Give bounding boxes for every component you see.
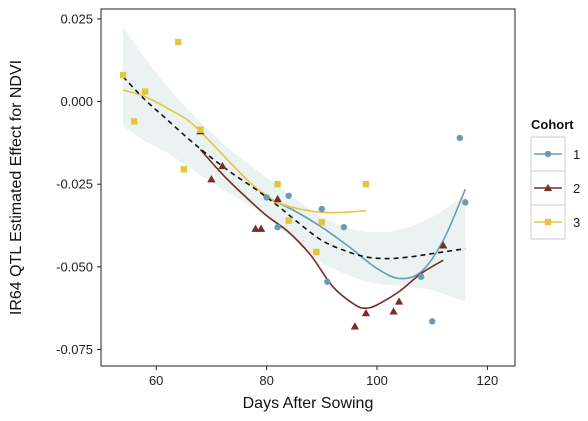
data-point-cohort-2-8 <box>389 307 398 315</box>
overall-smooth-dashed-line <box>122 76 466 260</box>
data-point-cohort-1-1 <box>274 223 281 231</box>
data-point-cohort-1-0 <box>263 194 270 201</box>
data-point-cohort-3-9 <box>318 219 325 226</box>
data-point-cohort-1-2 <box>285 192 292 199</box>
confidence-band-layer <box>123 27 466 302</box>
data-point-cohort-2-10 <box>439 241 448 249</box>
data-point-cohort-1-6 <box>417 273 425 280</box>
x-tick-label: 60 <box>149 373 163 388</box>
x-tick-label: 120 <box>477 373 499 388</box>
data-point-cohort-3-7 <box>285 217 292 224</box>
smooth-line-cohort-2 <box>199 148 444 309</box>
legend-key-marker-3 <box>544 218 552 226</box>
x-tick-label: 100 <box>366 373 388 388</box>
legend: Cohort 1 2 3 <box>530 117 580 240</box>
overall-confidence-band <box>123 27 466 302</box>
data-point-cohort-2-2 <box>218 161 227 170</box>
data-point-cohort-3-10 <box>362 180 370 188</box>
y-tick-label: -0.050 <box>56 259 93 274</box>
axes-layer: 60 80 100 120 0.025 0.000 -0.025 -0.050 -0.075 <box>56 11 498 388</box>
data-point-cohort-3-2 <box>141 88 149 95</box>
data-point-cohort-3-3 <box>175 38 182 46</box>
smooth-line-cohort-3 <box>122 89 367 214</box>
data-point-cohort-3-0 <box>119 71 127 79</box>
y-tick-label: 0.025 <box>60 11 93 26</box>
data-point-cohort-2-1 <box>207 175 216 183</box>
legend-title: Cohort <box>531 117 574 132</box>
x-axis-title: Days After Sowing <box>243 395 374 412</box>
data-point-cohort-1-9 <box>462 199 469 206</box>
y-tick-label: -0.075 <box>56 342 93 357</box>
legend-key-marker-2 <box>543 183 553 192</box>
smooth-lines-layer <box>122 76 467 309</box>
data-point-cohort-3-4 <box>180 166 187 173</box>
y-tick-label: 0.000 <box>60 94 93 109</box>
data-point-cohort-1-4 <box>324 278 331 285</box>
data-point-cohort-2-5 <box>273 194 282 203</box>
plot-panel-border <box>100 8 516 367</box>
y-axis-title: IR64 QTL Estimated Effect for NDVI <box>8 60 25 315</box>
y-tick-label: -0.025 <box>56 177 93 192</box>
data-point-cohort-2-3 <box>251 224 260 232</box>
legend-label-cohort-1: 1 <box>573 147 580 162</box>
points-layer <box>119 38 469 330</box>
data-point-cohort-1-8 <box>456 134 463 142</box>
legend-label-cohort-2: 2 <box>573 181 580 196</box>
legend-label-cohort-3: 3 <box>573 215 580 230</box>
smooth-line-cohort-1 <box>266 188 467 280</box>
data-point-cohort-3-8 <box>313 248 320 256</box>
data-point-cohort-2-7 <box>361 308 371 317</box>
data-point-cohort-3-1 <box>130 118 138 125</box>
data-point-cohort-3-6 <box>274 180 281 188</box>
data-point-cohort-2-4 <box>256 224 266 232</box>
data-point-cohort-2-6 <box>350 322 360 330</box>
data-point-cohort-3-5 <box>197 126 204 133</box>
x-tick-label: 80 <box>259 373 273 388</box>
legend-key-marker-1 <box>544 150 552 158</box>
data-point-cohort-1-3 <box>318 205 325 213</box>
data-point-cohort-1-5 <box>340 223 348 231</box>
data-point-cohort-1-7 <box>429 318 436 325</box>
data-point-cohort-2-9 <box>394 297 404 305</box>
